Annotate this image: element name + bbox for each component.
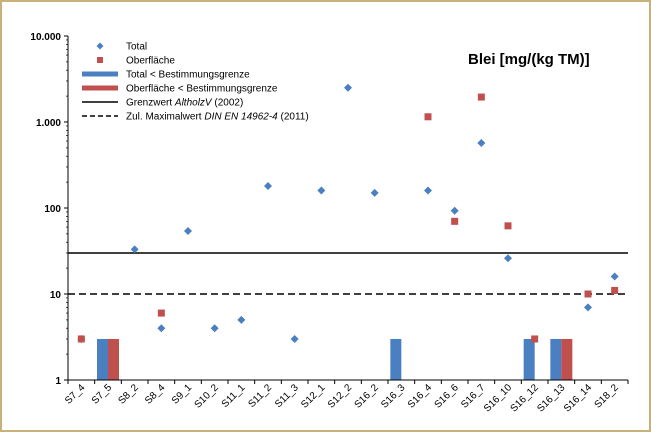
x-tick-label: S16_2 <box>353 382 382 411</box>
x-tick-label: S8_4 <box>143 382 168 407</box>
point-s11_1-total <box>237 315 246 324</box>
point-s8_4-oberflaeche <box>157 309 165 317</box>
x-tick-label: S9_1 <box>170 382 195 407</box>
point-s16_14-total <box>584 303 592 312</box>
legend-label: Oberfläche <box>126 56 175 67</box>
x-tick-label: S11_1 <box>220 382 248 410</box>
x-tick-label: S16_3 <box>379 382 408 411</box>
point-s16_10-oberflaeche <box>504 222 512 230</box>
x-tick-label: S16_14 <box>562 382 594 414</box>
point-s16_4-oberflaeche <box>424 113 432 121</box>
point-s16_7-total <box>477 138 486 147</box>
x-tick-label: S16_13 <box>535 382 567 414</box>
point-s16_12-oberflaeche <box>531 335 539 343</box>
legend-swatch-bar <box>82 85 118 91</box>
point-s16_6-total <box>450 206 459 215</box>
point-s16_6-oberflaeche <box>451 217 459 225</box>
point-s7_4-oberflaeche <box>77 335 85 343</box>
point-s16_7-oberflaeche <box>477 93 485 101</box>
y-tick-label: 10.000 <box>30 32 61 43</box>
point-s16_2-total <box>370 188 379 197</box>
x-tick-label: S11_3 <box>273 382 301 410</box>
chart-title: Blei [mg/(kg TM)] <box>468 51 590 68</box>
x-tick-label: S18_2 <box>593 382 622 411</box>
point-s8_4-total <box>157 324 166 333</box>
x-tick-label: S10_2 <box>193 382 222 411</box>
legend-label: Total < Bestimmungsgrenze <box>126 70 250 81</box>
x-tick-label: S8_2 <box>116 382 141 407</box>
legend: Total Oberfläche Total < Bestimmungsgrenze… <box>82 42 309 123</box>
bar-s7_5-oberflaeche <box>108 338 119 380</box>
point-s8_2-total <box>130 245 139 254</box>
y-tick-label: 1.000 <box>36 118 61 129</box>
x-tick-label: S12_2 <box>326 382 355 411</box>
bar-s16_13-oberflaeche <box>561 338 573 380</box>
point-s12_2-total <box>344 83 352 92</box>
bar-s7_5-total <box>97 338 108 380</box>
point-s18_2-total <box>610 272 619 281</box>
x-tick-label: S16_10 <box>482 382 514 414</box>
legend-label: Total <box>126 42 147 53</box>
point-s16_4-total <box>424 186 432 195</box>
x-tick-label: S7_4 <box>63 382 88 407</box>
point-s9_1-total <box>184 227 192 236</box>
y-tick-label: 100 <box>44 204 61 215</box>
x-tick-label: S16_12 <box>509 382 541 414</box>
x-tick-label: S11_2 <box>246 382 274 410</box>
x-tick-label: S16_6 <box>433 382 462 411</box>
point-s10_2-total <box>210 324 219 333</box>
axes: 1 10 100 1.000 10.000 S7_4 S7_5 S8_2 S8_4 S9_1S10… <box>30 32 629 415</box>
x-tick-label: S12_1 <box>299 382 328 411</box>
point-s11_3-total <box>290 334 299 343</box>
reference-lines <box>68 252 628 295</box>
y-tick-label: 10 <box>50 290 62 301</box>
legend-label: Grenzwert AltholzV (2002) <box>126 98 243 109</box>
legend-swatch-bar <box>82 71 118 77</box>
bar-s16_12-total <box>523 338 535 380</box>
x-tick-label: S16_4 <box>406 382 435 411</box>
legend-swatch-total <box>96 42 104 50</box>
legend-label: Zul. Maximalwert DIN EN 14962-4 (2011) <box>126 112 309 123</box>
legend-label: Oberfläche < Bestimmungsgrenze <box>126 84 278 95</box>
bar-s16_13-total <box>550 338 562 380</box>
bar-layer <box>97 338 573 380</box>
y-tick-label: 1 <box>55 376 61 387</box>
legend-swatch-oberflaeche <box>97 57 103 63</box>
point-s12_1-total <box>317 186 326 195</box>
bar-s16_3-total <box>390 338 402 380</box>
point-s18_2-oberflaeche <box>611 286 619 294</box>
point-s16_10-total <box>504 254 512 263</box>
point-s11_2-total <box>264 182 272 191</box>
point-layer <box>77 83 619 343</box>
point-s16_14-oberflaeche <box>584 290 592 298</box>
x-tick-label: S7_5 <box>90 382 115 407</box>
